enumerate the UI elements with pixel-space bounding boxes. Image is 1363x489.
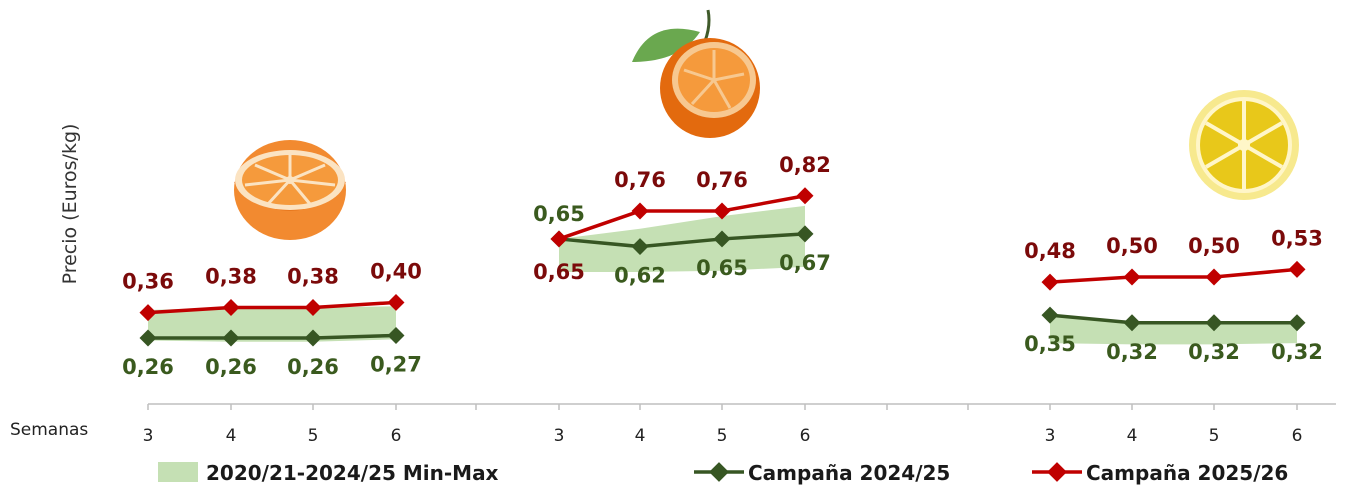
legend-swatch-band xyxy=(158,462,198,482)
data-label-2025: 0,38 xyxy=(287,265,339,289)
data-label-2025: 0,65 xyxy=(533,260,585,284)
mandarin-icon xyxy=(632,9,760,138)
legend-label-2024: Campaña 2024/25 xyxy=(748,461,950,485)
series-line-2025 xyxy=(558,194,806,241)
marker-2025 xyxy=(713,202,731,220)
data-label-2025: 0,48 xyxy=(1024,239,1076,263)
marker-2024 xyxy=(222,329,240,347)
legend-marker-2025 xyxy=(1047,462,1067,482)
data-label-2025: 0,50 xyxy=(1188,234,1240,258)
orange-half-icon xyxy=(234,140,346,240)
data-label-2024: 0,65 xyxy=(696,256,748,280)
x-tick-label: 3 xyxy=(143,426,154,446)
data-label-2024: 0,32 xyxy=(1271,340,1323,364)
x-tick-label: 4 xyxy=(1127,426,1138,446)
marker-2024 xyxy=(387,326,405,344)
marker-2025 xyxy=(139,304,157,322)
series-line-2024 xyxy=(1049,313,1297,325)
legend-label-2025: Campaña 2025/26 xyxy=(1086,461,1288,485)
marker-2025 xyxy=(1205,268,1223,286)
x-tick-label: 3 xyxy=(554,426,565,446)
data-label-2024: 0,35 xyxy=(1024,332,1076,356)
marker-2025 xyxy=(796,187,814,205)
x-tick-label: 6 xyxy=(391,426,402,446)
marker-2025 xyxy=(550,230,568,248)
marker-2024 xyxy=(631,238,649,256)
marker-2024 xyxy=(304,329,322,347)
marker-2025 xyxy=(1288,260,1306,278)
lemon-slice-icon xyxy=(1189,90,1299,200)
data-label-2025: 0,36 xyxy=(122,270,174,294)
x-tick-label: 3 xyxy=(1045,426,1056,446)
series-line-2024 xyxy=(148,333,397,340)
marker-2025 xyxy=(1041,273,1059,291)
minmax-band-area xyxy=(559,205,805,272)
data-label-2025: 0,50 xyxy=(1106,234,1158,258)
data-label-2024: 0,26 xyxy=(122,355,174,379)
series-line-2025 xyxy=(1049,267,1298,284)
data-label-2025: 0,76 xyxy=(614,168,666,192)
data-label-2025: 0,76 xyxy=(696,168,748,192)
x-tick-label: 5 xyxy=(308,426,319,446)
legend-label-band: 2020/21-2024/25 Min-Max xyxy=(206,461,499,485)
x-tick-label: 6 xyxy=(1292,426,1303,446)
data-label-2025: 0,53 xyxy=(1271,226,1323,250)
marker-2025 xyxy=(631,202,649,220)
marker-2024 xyxy=(139,329,157,347)
y-axis-label: Precio (Euros/kg) xyxy=(59,124,81,285)
marker-2025 xyxy=(1123,268,1141,286)
x-tick-label: 5 xyxy=(1209,426,1220,446)
data-label-2024: 0,62 xyxy=(614,264,666,288)
marker-2024 xyxy=(796,225,814,243)
marker-2025 xyxy=(222,299,240,317)
data-label-2024: 0,32 xyxy=(1106,340,1158,364)
series-line-2025 xyxy=(147,300,397,315)
data-label-2024: 0,26 xyxy=(287,355,339,379)
series-line-2024 xyxy=(558,232,806,249)
legend: 2020/21-2024/25 Min-Max Campaña 2024/25 … xyxy=(158,461,1288,485)
data-label-2025: 0,82 xyxy=(779,153,831,177)
x-tick-label: 4 xyxy=(226,426,237,446)
data-label-2024: 0,32 xyxy=(1188,340,1240,364)
minmax-band-area xyxy=(148,306,396,342)
data-label-2025: 0,38 xyxy=(205,265,257,289)
data-label-2024: 0,26 xyxy=(205,355,257,379)
legend-marker-2024 xyxy=(709,462,729,482)
data-label-2025: 0,40 xyxy=(370,259,422,283)
data-label-2024: 0,67 xyxy=(779,251,831,275)
data-label-2024: 0,27 xyxy=(370,352,422,376)
marker-2024 xyxy=(713,230,731,248)
data-label-2024: 0,65 xyxy=(533,202,585,226)
marker-2025 xyxy=(304,299,322,317)
marker-2025 xyxy=(387,293,405,311)
x-tick-label: 5 xyxy=(717,426,728,446)
x-tick-label: 6 xyxy=(800,426,811,446)
x-tick-label: 4 xyxy=(635,426,646,446)
x-axis-title: Semanas xyxy=(10,420,88,440)
